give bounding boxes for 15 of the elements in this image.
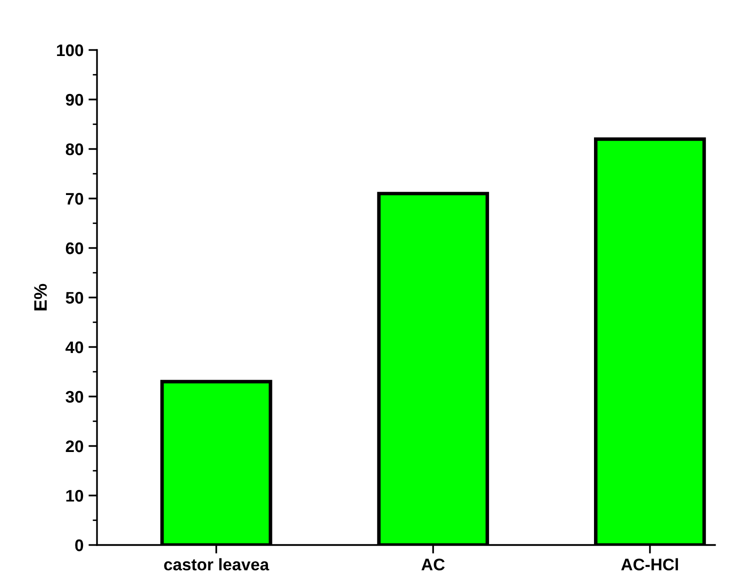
y-tick-label: 0: [75, 539, 84, 552]
x-tick-label: AC: [421, 558, 445, 570]
y-tick-label: 80: [66, 143, 84, 156]
y-tick-label: 60: [66, 242, 84, 254]
x-tick-label: castor leavea: [164, 558, 270, 570]
y-tick-label: 20: [66, 440, 84, 452]
y-tick-label: 40: [66, 341, 84, 354]
x-tick-label: AC-HCl: [621, 558, 678, 570]
y-tick-label: 70: [66, 192, 84, 205]
y-tick-label: 90: [66, 94, 84, 106]
y-tick-label: 100: [57, 44, 84, 56]
y-tick-label: 50: [66, 292, 84, 304]
y-tick-label: 30: [66, 390, 84, 403]
y-tick-label: 10: [66, 490, 84, 502]
y-axis-title: E%: [34, 284, 47, 310]
